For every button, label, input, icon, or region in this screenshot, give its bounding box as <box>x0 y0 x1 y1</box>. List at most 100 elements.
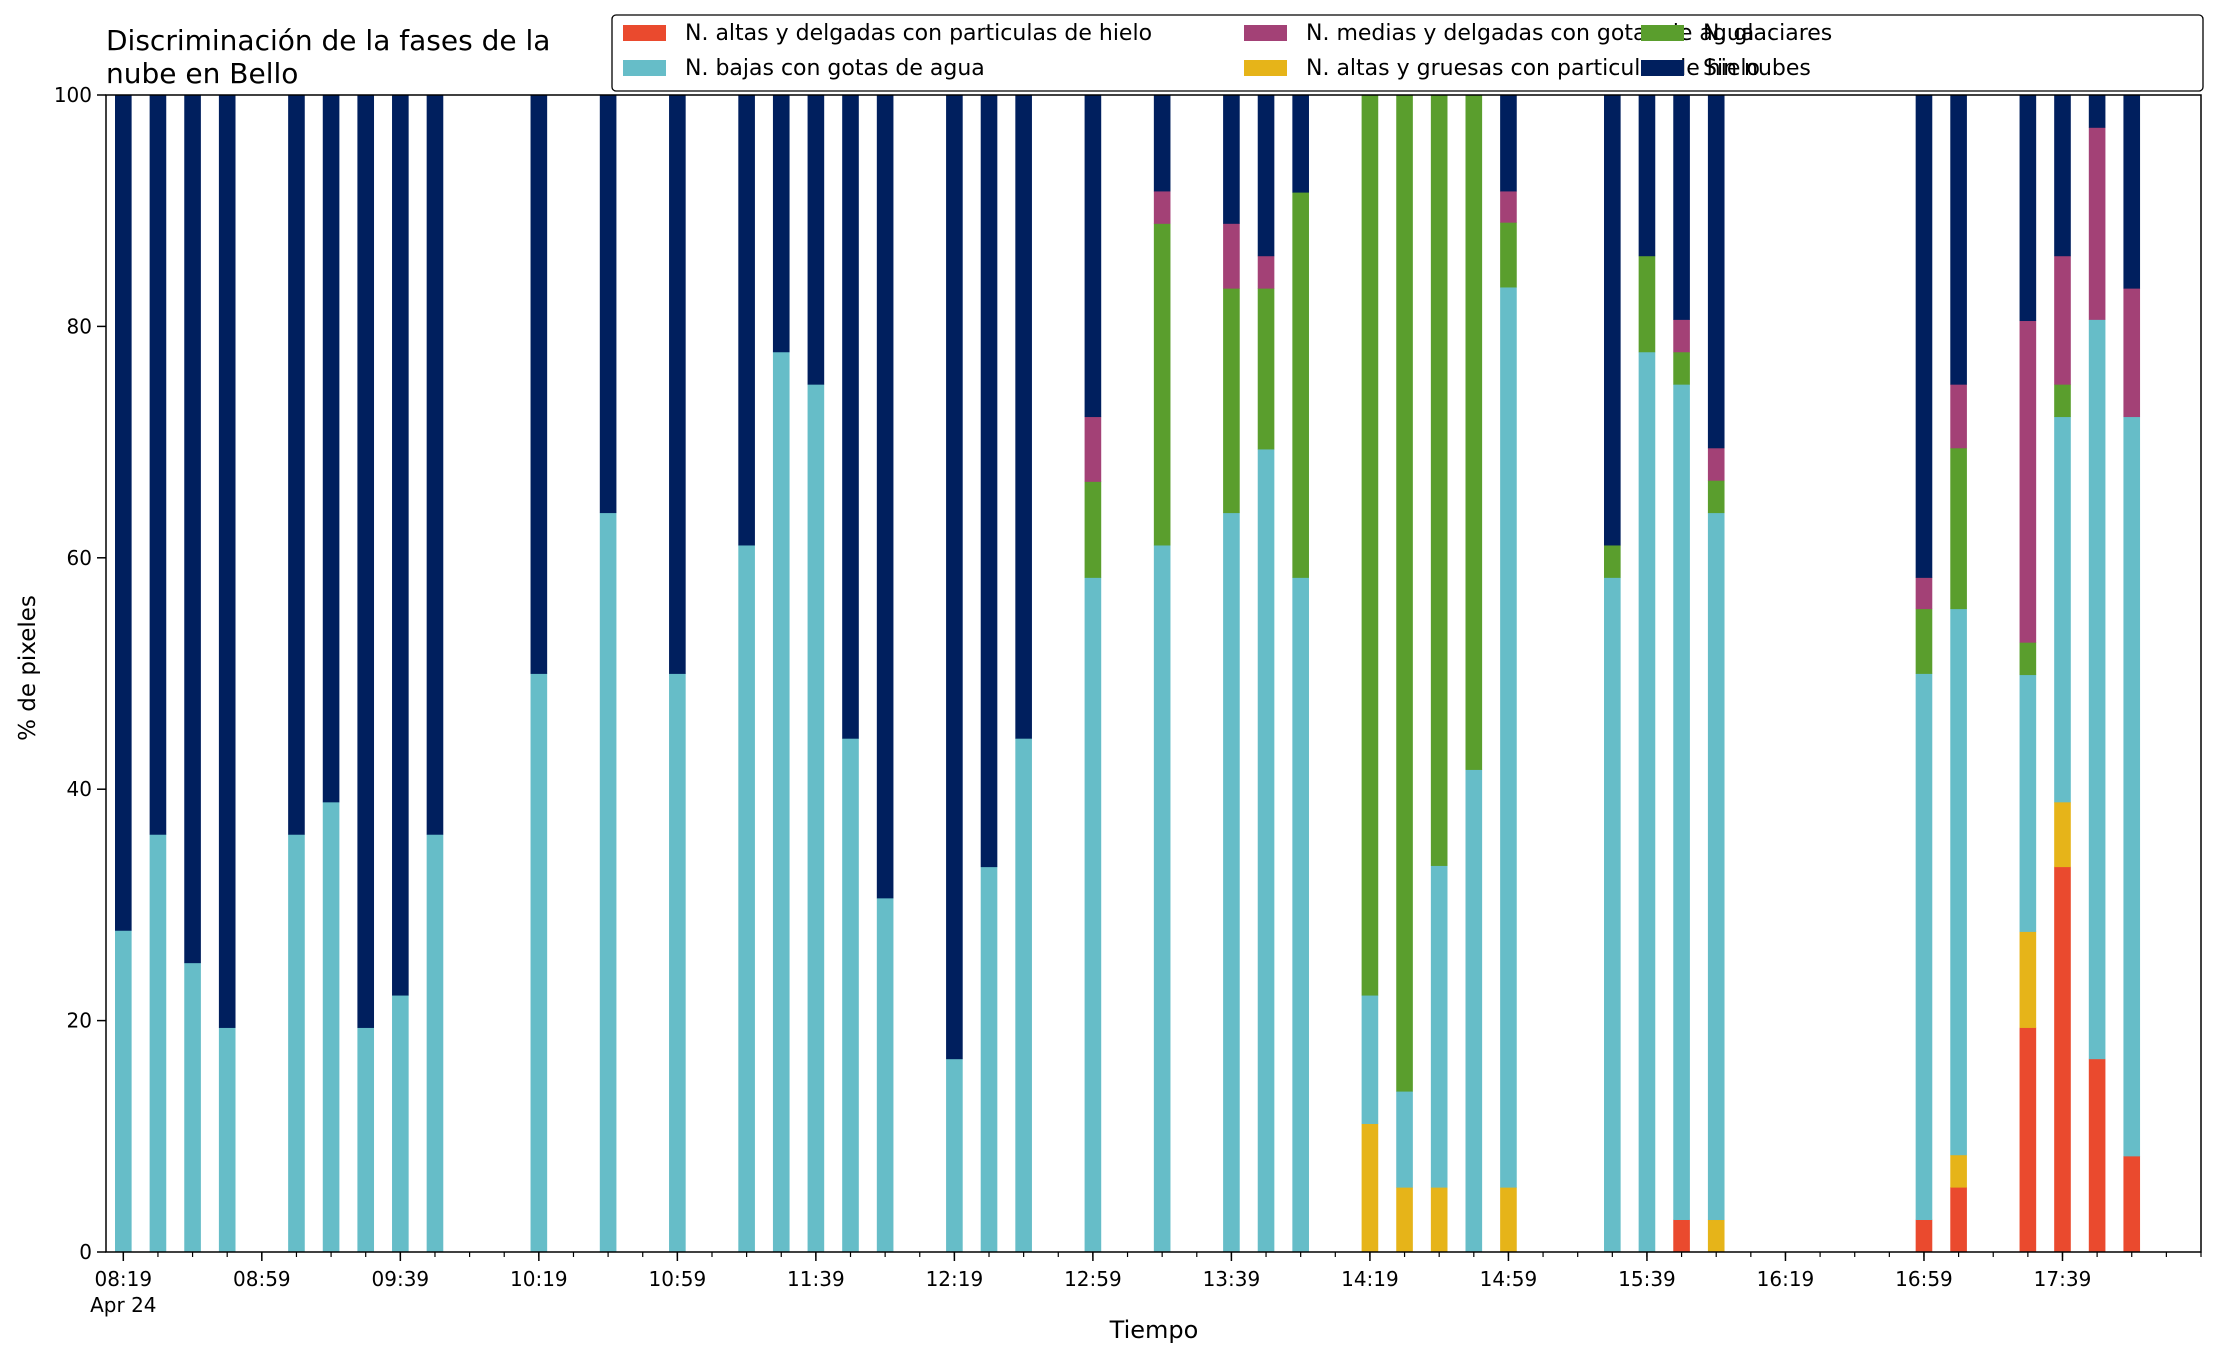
bar-segment <box>1292 577 1309 1253</box>
bar-segment <box>1673 351 1690 385</box>
bar-segment <box>426 95 444 835</box>
bar-segment <box>357 95 375 1028</box>
legend-swatch <box>623 25 666 41</box>
bar-segment <box>1707 512 1725 1221</box>
y-tick-label: 20 <box>67 1009 92 1033</box>
bar-segment <box>288 95 305 835</box>
legend-swatch <box>1641 25 1684 41</box>
legend-swatch <box>1244 60 1287 76</box>
x-tick-label: 12:19 <box>926 1267 984 1291</box>
bar-segment <box>2054 866 2071 1253</box>
x-axis-label: Tiempo <box>1109 1316 1199 1344</box>
y-axis: 0 20 40 60 80 100 <box>54 83 106 1264</box>
x-tick-label: 13:39 <box>1203 1267 1261 1291</box>
bar-segment <box>357 1027 375 1253</box>
y-tick-label: 80 <box>67 314 92 338</box>
bar-segment <box>1396 95 1413 1092</box>
bar-segment <box>1257 255 1275 289</box>
bar-segment <box>1430 1187 1448 1253</box>
bar-segment <box>2088 319 2106 1060</box>
bar-segment <box>530 95 548 674</box>
bar-segment <box>807 384 825 1253</box>
bar-segment <box>1604 95 1621 546</box>
bar-segment <box>946 95 963 1060</box>
legend-swatch <box>1244 25 1287 41</box>
legend-label: N. altas y delgadas con particulas de hi… <box>685 21 1152 46</box>
bar-segment <box>2123 416 2141 1157</box>
bar-segment <box>2054 801 2071 868</box>
bar-segment <box>669 673 686 1253</box>
bar-segment <box>2088 1058 2106 1253</box>
bar-segment <box>1500 95 1517 192</box>
bar-segment <box>1430 865 1448 1188</box>
bar-segment <box>149 834 167 1253</box>
bar-segment <box>1465 95 1483 770</box>
bar-segment <box>1361 1123 1379 1253</box>
y-tick-label: 0 <box>79 1240 92 1264</box>
bar-segment <box>1915 95 1933 578</box>
bar-segment <box>1223 512 1240 1253</box>
bar-segment <box>1015 738 1032 1253</box>
plot-area-frame <box>105 94 2202 1253</box>
bar-segment <box>842 738 859 1253</box>
y-tick-label: 100 <box>54 83 92 107</box>
legend-label: N. altas y gruesas con particulas de hie… <box>1306 56 1760 81</box>
bar-segment <box>1361 995 1379 1124</box>
bar-segment <box>772 351 790 1253</box>
bar-segment <box>1153 545 1171 1253</box>
bar-segment <box>2019 931 2037 1028</box>
bar-segment <box>1707 95 1725 449</box>
bar-segment <box>1950 384 1967 449</box>
bar-segment <box>599 95 617 514</box>
bar-segment <box>2054 416 2071 803</box>
bar-segment <box>1153 223 1171 546</box>
bar-segment <box>1430 95 1448 866</box>
bar-segment <box>1915 1219 1933 1253</box>
bars-layer <box>115 95 2141 1253</box>
bar-segment <box>1257 95 1275 257</box>
x-tick-label: 17:39 <box>2034 1267 2092 1291</box>
x-tick-label: 16:19 <box>1757 1267 1815 1291</box>
legend-label: N. glaciares <box>1703 21 1832 46</box>
bar-segment <box>1396 1091 1413 1188</box>
bar-segment <box>738 95 755 546</box>
y-tick-label: 40 <box>67 777 92 801</box>
x-tick-label: 08:59 <box>233 1267 291 1291</box>
x-tick-label: 10:19 <box>510 1267 568 1291</box>
bar-segment <box>1950 1154 1967 1188</box>
x-tick-label: 10:59 <box>649 1267 707 1291</box>
legend-swatch <box>1641 60 1684 76</box>
bar-segment <box>184 962 201 1253</box>
bar-segment <box>1015 95 1032 739</box>
bar-segment <box>980 95 998 868</box>
bar-segment <box>772 95 790 353</box>
bar-segment <box>322 801 340 1253</box>
bar-segment <box>2054 95 2071 257</box>
bar-segment <box>184 95 201 964</box>
bar-segment <box>2123 288 2141 418</box>
bar-segment <box>1915 673 1933 1220</box>
x-tick-label: 15:39 <box>1618 1267 1676 1291</box>
x-axis: 08:19 08:59 09:39 10:19 10:59 11:39 12:19 12:59… <box>90 1252 2202 1317</box>
x-tick-label: 11:39 <box>787 1267 845 1291</box>
bar-segment <box>1292 192 1309 578</box>
bar-segment <box>1361 95 1379 996</box>
bar-segment <box>115 95 132 931</box>
bar-segment <box>1257 449 1275 1253</box>
bar-segment <box>1950 1187 1967 1253</box>
bar-segment <box>2019 642 2037 676</box>
bar-segment <box>2088 95 2106 128</box>
bar-segment <box>1604 577 1621 1253</box>
x-tick-label: 14:59 <box>1480 1267 1538 1291</box>
bar-segment <box>1707 480 1725 514</box>
bar-segment <box>1673 95 1690 320</box>
bar-segment <box>1084 95 1102 418</box>
bar-segment <box>1396 1187 1413 1253</box>
x-tick-label: 12:59 <box>1064 1267 1122 1291</box>
bar-segment <box>1084 577 1102 1253</box>
bar-segment <box>842 95 859 739</box>
legend: N. altas y delgadas con particulas de hi… <box>611 14 2204 92</box>
chart-title-line-1: Discriminación de la fases de la <box>106 24 550 57</box>
bar-segment <box>1500 222 1517 288</box>
